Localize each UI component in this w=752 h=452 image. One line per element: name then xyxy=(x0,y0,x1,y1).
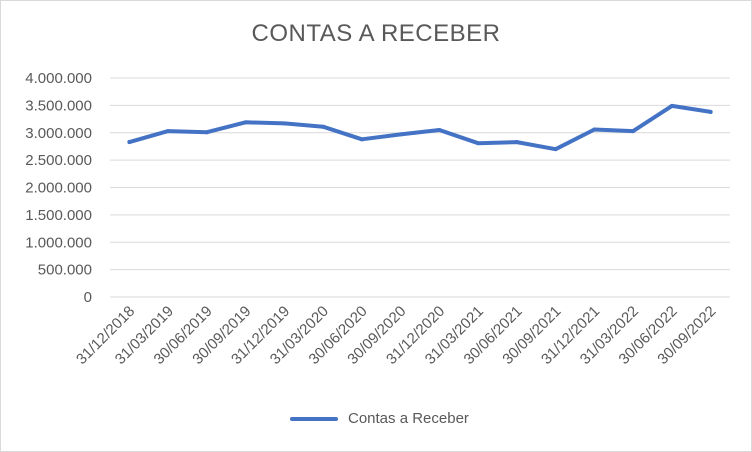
data-point xyxy=(631,129,636,134)
data-point xyxy=(476,141,481,146)
data-point xyxy=(282,121,287,126)
data-point xyxy=(243,120,248,125)
y-tick-label: 2.500.000 xyxy=(25,152,92,169)
y-tick-label: 500.000 xyxy=(38,262,92,279)
data-point xyxy=(398,132,403,137)
data-point xyxy=(437,128,442,133)
y-tick-label: 2.000.000 xyxy=(25,180,92,197)
data-point xyxy=(359,137,364,142)
y-tick-label: 3.000.000 xyxy=(25,125,92,142)
data-point xyxy=(708,109,713,114)
data-point xyxy=(166,129,171,134)
y-tick-label: 3.500.000 xyxy=(25,97,92,114)
chart-title: CONTAS A RECEBER xyxy=(251,20,501,47)
data-point xyxy=(127,140,132,145)
y-tick-label: 4.000.000 xyxy=(25,70,92,87)
y-tick-label: 0 xyxy=(84,289,92,306)
data-point xyxy=(553,147,558,152)
data-point xyxy=(514,140,519,145)
data-point xyxy=(204,130,209,135)
series-line xyxy=(127,103,713,152)
y-tick-label: 1.500.000 xyxy=(25,207,92,224)
legend-swatch xyxy=(290,416,338,421)
data-point xyxy=(321,124,326,129)
y-tick-label: 1.000.000 xyxy=(25,234,92,251)
legend-label: Contas a Receber xyxy=(348,410,469,427)
data-point xyxy=(669,103,674,108)
data-point xyxy=(592,127,597,132)
legend: Contas a Receber xyxy=(290,410,469,427)
